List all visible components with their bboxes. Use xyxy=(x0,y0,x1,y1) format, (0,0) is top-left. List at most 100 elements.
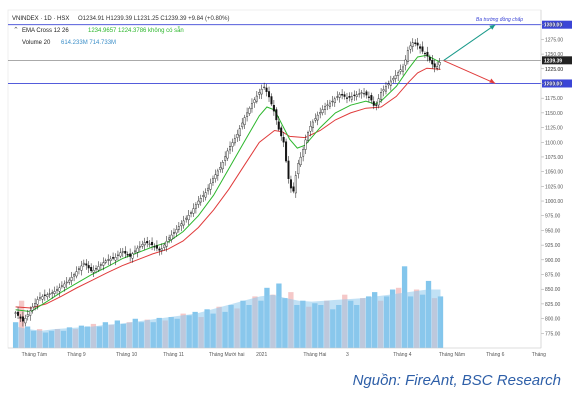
candle-body xyxy=(182,220,185,226)
candle-body xyxy=(109,258,112,261)
y-tick-label: 850.00 xyxy=(545,287,561,293)
time-axis: Tháng Tám Tháng 9 Tháng 10 Tháng 11 Tháng Mư… xyxy=(8,347,546,358)
candle-body xyxy=(207,187,210,192)
ohlc-label: O1234.91 H1239.39 L1231.25 C1239.39 +9.8… xyxy=(78,16,229,22)
candle-body xyxy=(265,87,268,92)
y-tick-label: 1075.00 xyxy=(545,155,563,161)
candle-body xyxy=(343,94,346,97)
level-sub-label: 1225.00 xyxy=(545,67,563,73)
candle-body xyxy=(63,283,66,288)
candle-body xyxy=(146,240,149,244)
candle-body xyxy=(287,160,290,179)
candle-body xyxy=(134,250,137,253)
candle-body xyxy=(180,223,183,227)
candle-body xyxy=(107,259,110,261)
volume-bars xyxy=(12,266,444,348)
candle-body xyxy=(190,212,193,214)
candle-body xyxy=(316,114,319,121)
level-badge xyxy=(542,20,572,29)
candle-body xyxy=(43,294,46,296)
candle-body xyxy=(399,69,402,72)
candle-body xyxy=(414,42,417,44)
candle-body xyxy=(26,314,29,317)
candle-body xyxy=(197,200,200,205)
candle-body xyxy=(392,77,395,81)
y-tick-label: 1250.00 xyxy=(545,52,563,58)
candle-body xyxy=(194,204,197,209)
level-badge-label: 1200.00 xyxy=(544,81,562,87)
candle-body xyxy=(17,311,20,316)
candle-body xyxy=(99,264,102,266)
y-tick-label: 950.00 xyxy=(545,228,561,234)
candle-body xyxy=(226,150,229,159)
candle-body xyxy=(268,91,271,98)
candle-body xyxy=(299,156,302,166)
candle-body xyxy=(160,248,163,251)
candle-body xyxy=(238,128,241,137)
candle-body xyxy=(60,285,63,287)
candle-body xyxy=(221,162,224,170)
candle-body xyxy=(21,316,24,322)
candle-body xyxy=(158,248,161,251)
arrow-up-line xyxy=(443,24,496,61)
volume-values: 614.233M 714.733M xyxy=(61,40,116,46)
candle-body xyxy=(138,245,141,248)
candle-body xyxy=(121,251,124,253)
candle-body xyxy=(38,297,41,299)
ema-fast-line xyxy=(15,54,441,313)
volume-ma-area xyxy=(15,289,441,348)
candle-body xyxy=(382,89,385,92)
candle-body xyxy=(246,112,249,117)
candle-body xyxy=(370,95,373,101)
candle-body xyxy=(114,257,117,261)
candle-body xyxy=(224,156,227,161)
x-tick-label: Tháng 9 xyxy=(67,352,86,358)
y-tick-label: 1150.00 xyxy=(545,111,563,117)
candle-body xyxy=(433,63,436,68)
x-tick-label: Tháng Mười hai xyxy=(209,352,245,358)
candle-body xyxy=(438,61,441,66)
candle-body xyxy=(380,92,383,100)
candle-body xyxy=(326,104,329,107)
candle-body xyxy=(355,94,358,97)
candle-body xyxy=(77,268,80,271)
candle-body xyxy=(297,163,300,175)
candle-body xyxy=(126,254,129,256)
candle-body xyxy=(85,263,88,266)
candle-body xyxy=(209,183,212,190)
x-tick-label: Tháng 4 xyxy=(393,352,412,358)
candle-body xyxy=(375,104,378,106)
candle-body xyxy=(177,226,180,230)
candle-body xyxy=(280,127,283,137)
ema-values: 1234.9657 1224.3786 không có sẵn xyxy=(88,27,184,34)
candle-body xyxy=(328,102,331,107)
candle-body xyxy=(219,166,222,170)
y-tick-label: 775.00 xyxy=(545,331,561,337)
candle-body xyxy=(255,95,258,102)
candle-body xyxy=(202,195,205,197)
x-tick-label: Tháng Năm xyxy=(439,352,465,358)
collapse-chevron-icon[interactable]: ⌃ xyxy=(13,26,19,34)
candle-body xyxy=(172,231,175,234)
candle-body xyxy=(404,59,407,66)
candle-body xyxy=(363,93,366,95)
candle-body xyxy=(175,229,178,234)
candle-body xyxy=(282,136,285,143)
y-tick-label: 1125.00 xyxy=(545,126,563,132)
x-tick-label: Tháng Tám xyxy=(22,352,47,358)
candle-body xyxy=(387,83,390,86)
candle-body xyxy=(124,251,127,254)
candle-body xyxy=(243,117,246,125)
level-badge xyxy=(542,79,572,88)
chart-legend: VNINDEX · 1D · HSX O1234.91 H1239.39 L12… xyxy=(12,16,229,46)
candle-body xyxy=(241,122,244,128)
candle-body xyxy=(411,42,414,47)
candle-body xyxy=(51,292,54,294)
candle-body xyxy=(416,42,419,46)
candle-body xyxy=(231,142,234,147)
x-tick-label: Tháng 10 xyxy=(116,352,137,358)
candle-body xyxy=(151,241,154,246)
ema-slow-line xyxy=(15,67,441,309)
candle-body xyxy=(319,112,322,115)
candle-body xyxy=(155,245,158,249)
